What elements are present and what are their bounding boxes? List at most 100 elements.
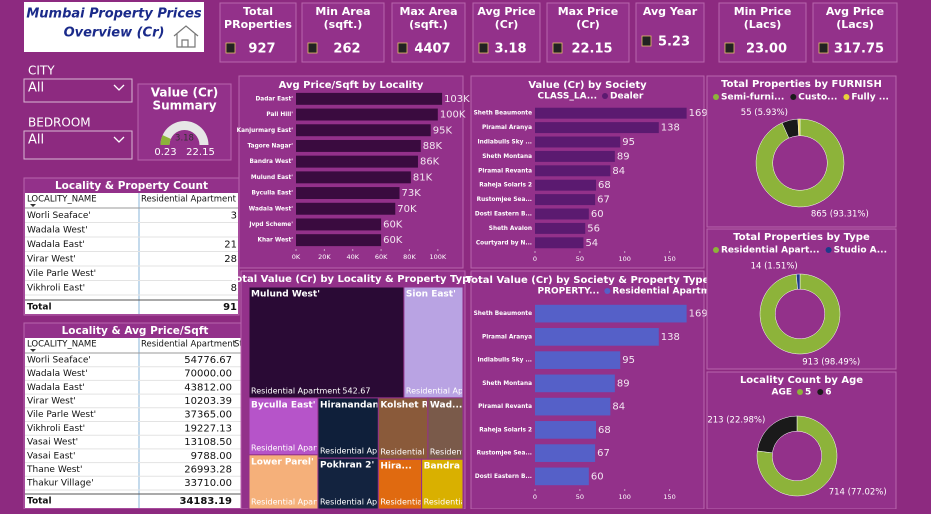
value-label: 86K [420, 157, 440, 168]
kpi-value: 3.18 [494, 42, 526, 57]
value-label: 95K [433, 125, 453, 136]
tile [248, 397, 319, 456]
tile-labels: Bandra East' Residential Apartment [424, 462, 462, 507]
category-label: Dosti Eastern B... [475, 474, 532, 480]
legend-swatch[interactable] [843, 94, 850, 100]
kpi-value: 5.23 [658, 35, 690, 50]
cell: 9788.00 [191, 451, 232, 462]
slicer-box[interactable] [23, 78, 133, 103]
legend-label[interactable]: Semi-furni... [721, 93, 784, 103]
cell: 3 [231, 210, 237, 221]
cell: 54776.67 [184, 355, 232, 366]
x-tick-label: 0K [292, 253, 301, 261]
bar [535, 421, 597, 439]
value-label: 60 [591, 209, 604, 220]
x-tick-label: 80K [403, 253, 416, 261]
kpi-value: 262 [333, 42, 360, 57]
legend-label[interactable]: 5 [805, 388, 811, 398]
slicer-value: All [28, 133, 44, 148]
kpi-label: Avg Price [477, 5, 535, 18]
cell: 43812.00 [184, 382, 232, 393]
category-label: Sheth Beaumonte [474, 111, 532, 117]
x-tick-label: 0 [533, 493, 537, 501]
value-label: 89 [617, 378, 630, 389]
tile-label: Lower Parel' [251, 457, 314, 467]
kpi-label: (sqft.) [324, 18, 363, 31]
bar [535, 397, 611, 416]
column-header: Residential Apartment [141, 340, 237, 350]
chart-title: Locality Count by Age [740, 375, 863, 386]
tile-value: 542.67 [342, 386, 370, 395]
legend-title: PROPERTY... [538, 287, 600, 297]
column-header: LOCALITY_NAME [27, 340, 97, 350]
legend-label[interactable]: Dealer [610, 92, 644, 102]
category-label: Bandra West' [249, 159, 293, 165]
legend-label[interactable]: 6 [825, 388, 831, 398]
cell: 19227.13 [184, 423, 232, 434]
bar [296, 139, 421, 152]
category-label: Rustomjee Sea... [477, 197, 532, 203]
value-label: 89 [617, 151, 630, 162]
tile-sublabel: Residential Apartment [380, 498, 469, 507]
tile [427, 397, 464, 460]
value-label: 68 [598, 180, 611, 191]
tile-sublabel: Residential Apartment [251, 443, 340, 452]
legend-title: CLASS_LA... [538, 92, 598, 102]
legend-swatch[interactable] [602, 93, 608, 99]
house-icon [173, 25, 199, 48]
category-label: Sheth Montana [482, 154, 532, 160]
panel [635, 2, 705, 63]
legend-swatch[interactable] [817, 389, 824, 395]
total-cell: 91 [223, 302, 237, 313]
kpi-value: 4407 [414, 42, 450, 57]
category-label: Rustomjee Sea... [477, 451, 532, 457]
category-label: Piramal Revanta [478, 404, 532, 410]
bar [535, 374, 615, 393]
legend-swatch[interactable] [825, 247, 832, 253]
tile [248, 454, 319, 510]
legend-label[interactable]: Studio A... [834, 246, 887, 256]
tile-label: Wad... [430, 400, 462, 410]
tile-labels: Mulund West' Residential Apartment 542.67 [251, 290, 370, 396]
category-label: Piramal Aranya [482, 334, 532, 340]
total-cell: 34183.19 [179, 496, 232, 507]
legend-label[interactable]: Fully ... [851, 93, 889, 103]
tile-sublabel: Residential Apartment [320, 447, 409, 456]
kpi-icon [478, 42, 489, 54]
bar [296, 108, 438, 121]
tile-sublabel: Residential Apartment [251, 498, 340, 507]
kpi-label: Min Area [315, 5, 370, 18]
category-label: Dosti Eastern B... [475, 212, 532, 218]
cell: 8 [231, 283, 237, 294]
category-label: Kanjurmarg East' [237, 128, 294, 134]
chart-title: Total Value (Cr) by Locality & Property … [230, 274, 476, 285]
legend-swatch[interactable] [797, 389, 804, 395]
category-label: Byculla East' [251, 191, 293, 197]
slicer-box[interactable] [23, 130, 133, 160]
x-tick-label: 100K [429, 253, 446, 261]
bar [535, 444, 596, 462]
cell: 70000.00 [184, 369, 232, 380]
chart-title: Total Properties by Type [733, 232, 870, 243]
bar [535, 122, 659, 134]
legend-swatch[interactable] [713, 247, 719, 253]
tile-labels: Wad... Residential Apartment [430, 400, 462, 456]
legend-label[interactable]: Residential Apartment [612, 287, 727, 297]
kpi-label: Max Area [399, 5, 457, 18]
bar [535, 222, 586, 234]
x-tick-label: 100 [619, 493, 631, 501]
legend-label[interactable]: Custo... [798, 93, 837, 103]
value-label: 88K [423, 141, 443, 152]
legend-swatch[interactable] [604, 288, 611, 294]
gauge-track [160, 121, 209, 145]
legend-swatch[interactable] [790, 94, 797, 100]
value-label: 54 [585, 238, 598, 249]
kpi-icon [818, 42, 829, 54]
legend-swatch[interactable] [713, 94, 719, 100]
table: LOCALITY_NAME Residential Apartment Worli … [25, 193, 238, 314]
legend-label[interactable]: Residential Apart... [721, 246, 820, 256]
kpi-label: (Cr) [576, 18, 600, 31]
title-box [24, 2, 204, 52]
value-label: 138 [661, 332, 680, 343]
